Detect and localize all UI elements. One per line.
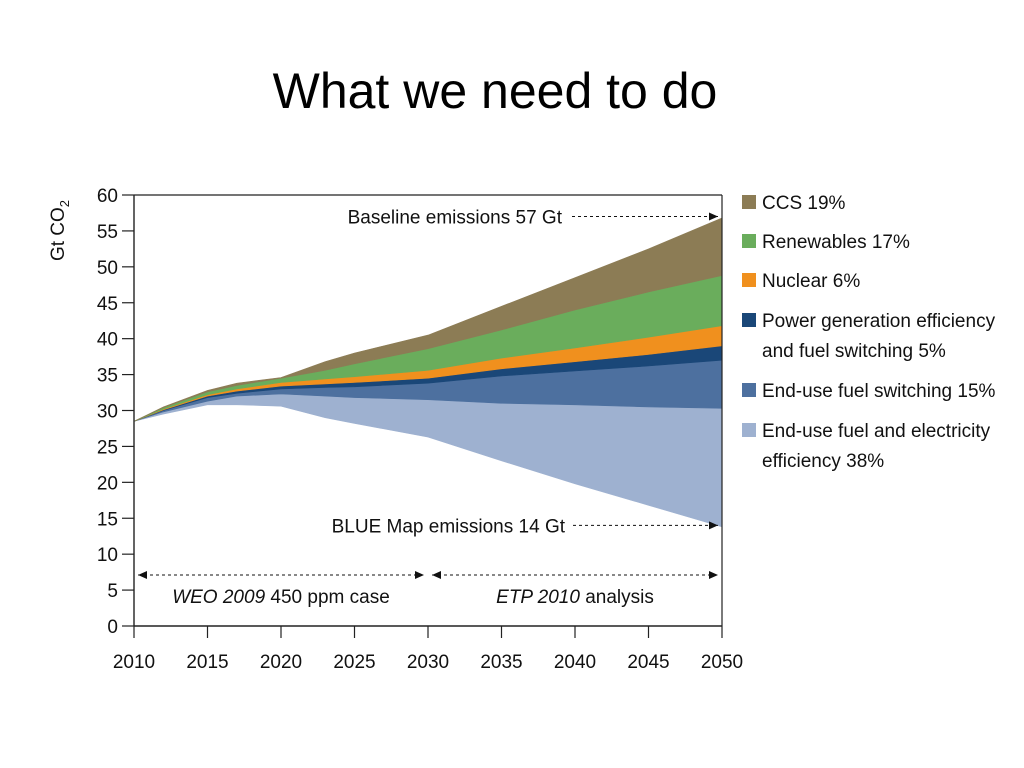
weo-range-label: WEO 2009 450 ppm case: [172, 587, 390, 608]
weo-range-label-italic: WEO 2009: [172, 587, 265, 608]
y-tick-label: 10: [97, 545, 118, 566]
y-axis-ticks: 0 5 10 15 20 25 30 35 40 45 50 55 60: [97, 186, 134, 638]
y-axis-label-subscript: 2: [57, 200, 72, 207]
y-tick-label: 20: [97, 473, 118, 494]
y-tick-label: 0: [107, 617, 118, 638]
y-axis-label-main: Gt CO: [48, 207, 69, 261]
etp-range-label-italic: ETP 2010: [496, 587, 580, 608]
x-axis-ticks: 2010 2015 2020 2025 2030 2035 2040 2045 2050: [113, 626, 743, 673]
y-tick-label: 60: [97, 186, 118, 207]
x-tick-label: 2010: [113, 652, 155, 673]
y-tick-label: 5: [107, 581, 118, 602]
legend-label-nuclear: Nuclear 6%: [762, 271, 860, 292]
y-tick-label: 15: [97, 509, 118, 530]
legend-label-end_use_efficiency: End-use fuel and electricity: [762, 421, 991, 442]
x-tick-label: 2030: [407, 652, 449, 673]
x-tick-label: 2015: [186, 652, 228, 673]
area-series-group: [133, 217, 723, 528]
x-tick-label: 2045: [627, 652, 669, 673]
y-tick-label: 50: [97, 258, 118, 279]
y-tick-label: 35: [97, 366, 118, 387]
legend-swatch-nuclear: [742, 273, 756, 287]
legend-label-power_generation: Power generation efficiency: [762, 311, 996, 332]
legend-swatch-renewables: [742, 234, 756, 248]
legend: CCS 19% Renewables 17% Nuclear 6% Power gen…: [742, 193, 996, 472]
legend-label-ccs: CCS 19%: [762, 193, 846, 214]
x-tick-label: 2020: [260, 652, 302, 673]
y-tick-label: 55: [97, 222, 118, 243]
x-tick-label: 2050: [701, 652, 743, 673]
legend-swatch-end_use_efficiency: [742, 423, 756, 437]
baseline-emissions-label: Baseline emissions 57 Gt: [348, 208, 563, 229]
etp-range-label-rest: analysis: [580, 587, 654, 608]
y-tick-label: 40: [97, 330, 118, 351]
legend-label-end_use_switching: End-use fuel switching 15%: [762, 381, 996, 402]
legend-label-renewables: Renewables 17%: [762, 232, 910, 253]
x-tick-label: 2025: [333, 652, 375, 673]
legend-swatch-power_generation: [742, 313, 756, 327]
legend-label-power_generation: and fuel switching 5%: [762, 341, 946, 362]
y-axis-label: Gt CO2: [48, 200, 72, 261]
legend-swatch-end_use_switching: [742, 383, 756, 397]
legend-label-end_use_efficiency: efficiency 38%: [762, 451, 884, 472]
area-end_use_efficiency: [133, 393, 723, 528]
y-tick-label: 45: [97, 294, 118, 315]
slide-title: What we need to do: [272, 63, 718, 119]
blue-map-emissions-label: BLUE Map emissions 14 Gt: [332, 516, 566, 537]
y-tick-label: 25: [97, 437, 118, 458]
annotations-group: Baseline emissions 57 Gt BLUE Map emissio…: [138, 208, 718, 608]
etp-range-label: ETP 2010 analysis: [496, 587, 654, 608]
weo-range-label-rest: 450 ppm case: [265, 587, 390, 608]
y-tick-label: 30: [97, 402, 118, 423]
legend-swatch-ccs: [742, 195, 756, 209]
x-tick-label: 2035: [480, 652, 522, 673]
x-tick-label: 2040: [554, 652, 596, 673]
